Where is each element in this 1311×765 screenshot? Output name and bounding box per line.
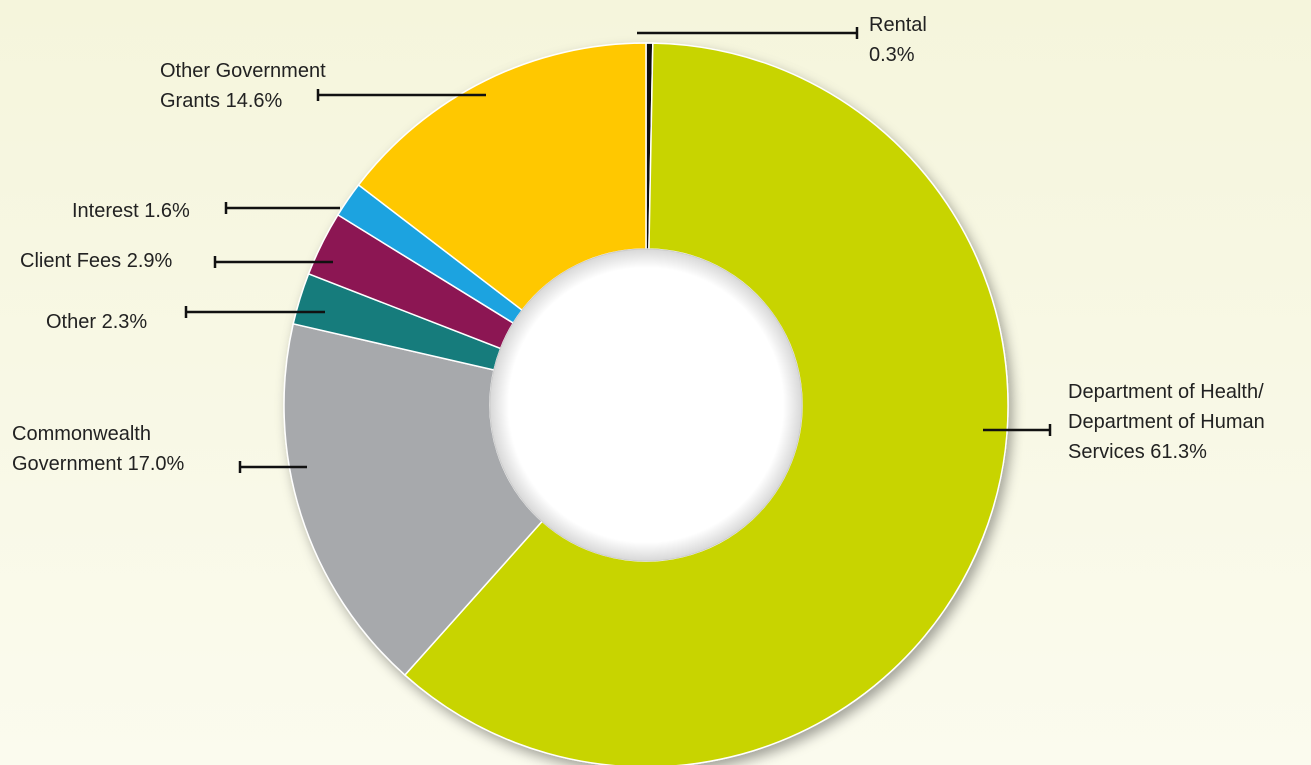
label-line-other-government-grants-1: Grants 14.6% xyxy=(160,90,283,112)
slice-labels: Rental 0.3% Department of Health/Departmen… xyxy=(12,14,1265,475)
label-other: Other 2.3% xyxy=(46,311,147,333)
label-line-other-government-grants-0: Other Government xyxy=(160,60,326,82)
label-line-client-fees-0: Client Fees 2.9% xyxy=(20,250,173,272)
label-rental: Rental 0.3% xyxy=(869,14,927,66)
label-line-other-0: Other 2.3% xyxy=(46,311,147,333)
label-line-rental-0: Rental xyxy=(869,14,927,36)
label-line-rental-1: 0.3% xyxy=(869,44,915,66)
label-line-department-of-health-department-of-human-services-0: Department of Health/ xyxy=(1068,381,1264,403)
donut-slices xyxy=(283,42,1009,765)
leader-lines xyxy=(184,27,1052,473)
label-client-fees: Client Fees 2.9% xyxy=(20,250,173,272)
label-department-of-health-department-of-human-services: Department of Health/Department of Human… xyxy=(1068,381,1265,463)
label-interest: Interest 1.6% xyxy=(72,200,190,222)
label-line-commonwealth-government-1: Government 17.0% xyxy=(12,453,185,475)
label-line-department-of-health-department-of-human-services-1: Department of Human xyxy=(1068,411,1265,433)
label-line-commonwealth-government-0: Commonwealth xyxy=(12,423,151,445)
label-line-department-of-health-department-of-human-services-2: Services 61.3% xyxy=(1068,441,1207,463)
label-other-government-grants: Other Government Grants 14.6% xyxy=(160,60,326,112)
donut-hole xyxy=(489,248,803,562)
label-line-interest-0: Interest 1.6% xyxy=(72,200,190,222)
label-commonwealth-government: Commonwealth Government 17.0% xyxy=(12,423,185,475)
